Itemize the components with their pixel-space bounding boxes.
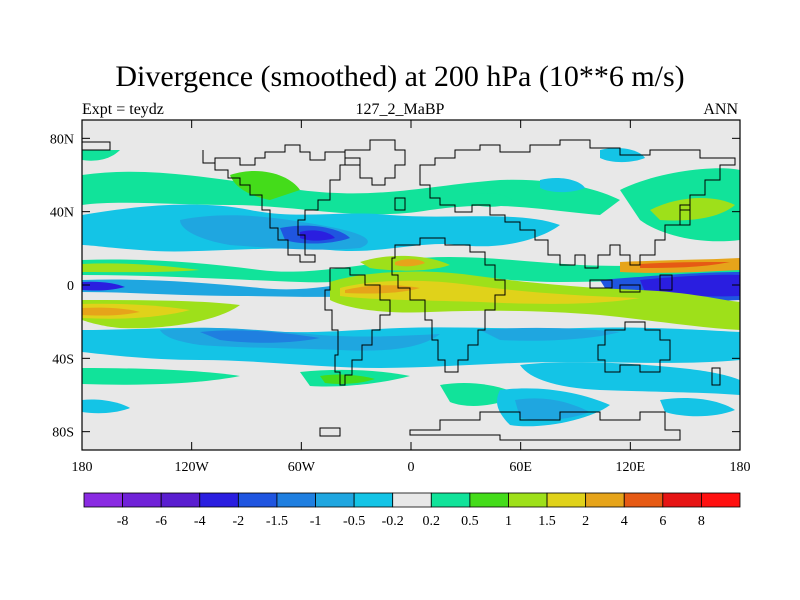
y-tick-label: 40S — [52, 352, 74, 367]
colorbar-label: 1 — [505, 514, 512, 529]
case-label: 127_2_MaBP — [355, 101, 445, 118]
colorbar-swatch — [199, 492, 239, 508]
divergence-field — [82, 120, 740, 450]
colorbar-swatch — [469, 492, 509, 508]
colorbar-swatch — [83, 492, 123, 508]
colorbar-label: -8 — [117, 514, 129, 529]
x-tick-label: 180 — [730, 460, 751, 475]
y-tick-label: 80N — [50, 132, 74, 147]
x-tick-label: 120W — [175, 460, 210, 475]
colorbar-label: -4 — [194, 514, 206, 529]
colorbar-swatch — [585, 492, 625, 508]
colorbar-label: 2 — [582, 514, 589, 529]
colorbar-swatch — [353, 492, 394, 508]
colorbar-swatch — [315, 492, 355, 508]
colorbar-label: -2 — [233, 514, 245, 529]
colorbar-swatch — [662, 492, 702, 508]
colorbar-label: -0.5 — [343, 514, 365, 529]
y-tick-label: 80S — [52, 426, 74, 441]
plot-title: Divergence (smoothed) at 200 hPa (10**6 … — [115, 60, 685, 93]
latitude-axis: 80N 40N 0 40S 80S — [50, 132, 740, 441]
colorbar-label: -1 — [310, 514, 322, 529]
x-tick-label: 0 — [408, 460, 415, 475]
colorbar-swatch — [508, 492, 548, 508]
experiment-label: Expt = teydz — [82, 101, 164, 118]
colorbar-label: 8 — [698, 514, 705, 529]
season-label: ANN — [703, 101, 738, 118]
colorbar-swatch — [430, 492, 471, 508]
colorbar-label: 0.2 — [423, 514, 441, 529]
colorbar-swatch — [237, 492, 278, 508]
x-tick-label: 60W — [288, 460, 316, 475]
colorbar-label: 1.5 — [538, 514, 556, 529]
colorbar-swatch — [122, 492, 162, 508]
colorbar-swatch — [546, 492, 587, 508]
y-tick-label: 40N — [50, 206, 74, 221]
colorbar-label: 0.5 — [461, 514, 479, 529]
longitude-axis: 180 120W 60W 0 60E 120E 180 — [72, 120, 751, 475]
coastlines — [82, 139, 736, 441]
colorbar-label: -0.2 — [382, 514, 404, 529]
colorbar-swatch — [276, 492, 316, 508]
y-tick-label: 0 — [67, 279, 74, 294]
x-tick-label: 180 — [72, 460, 93, 475]
colorbar-swatch — [623, 492, 664, 508]
colorbar-swatch — [701, 492, 741, 508]
colorbar-swatch — [392, 492, 432, 508]
colorbar-label: -6 — [155, 514, 167, 529]
colorbar-label: 6 — [659, 514, 666, 529]
colorbar-label: -1.5 — [266, 514, 288, 529]
x-tick-label: 60E — [509, 460, 532, 475]
colorbar-label: 4 — [621, 514, 628, 529]
colorbar-swatch — [160, 492, 201, 508]
colorbar: -8 -6 -4 -2 -1.5 -1 -0.5 -0.2 0.2 0.5 1 1.5 2 4 6 8 — [83, 492, 741, 529]
x-tick-label: 120E — [616, 460, 646, 475]
